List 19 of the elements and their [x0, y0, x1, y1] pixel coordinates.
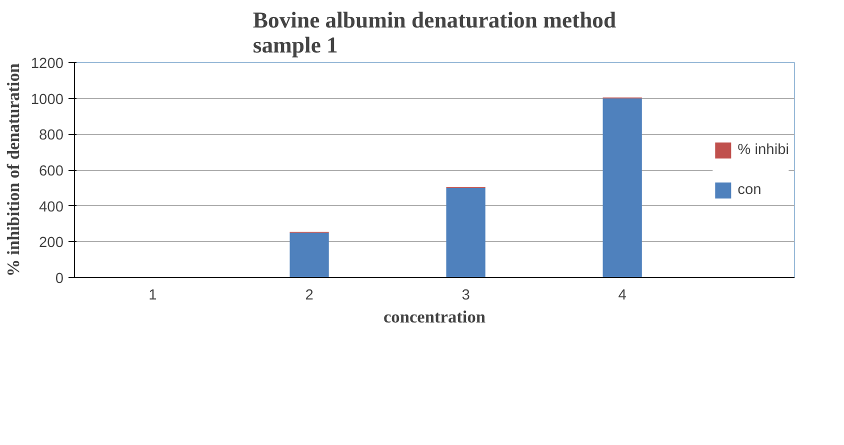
x-axis-title: concentration: [383, 308, 486, 326]
x-tick-label: 4: [618, 288, 626, 304]
y-axis-title: % inhibition of denaturation: [4, 63, 23, 277]
bar: [602, 98, 642, 278]
y-tick-label: 800: [39, 128, 64, 144]
bar: [446, 188, 486, 278]
x-tick-label: 3: [462, 288, 470, 304]
y-tick-label: 1200: [30, 56, 64, 72]
legend-label: con: [738, 182, 762, 198]
x-tick-label: 2: [305, 288, 314, 304]
y-tick-label: 200: [39, 235, 64, 252]
y-tick-label: 1000: [30, 92, 64, 108]
y-tick-label: 0: [55, 271, 64, 287]
x-tick-label: 1: [148, 288, 157, 304]
legend-label: % inhibi: [738, 142, 789, 158]
y-tick-label: 400: [39, 199, 64, 216]
y-tick-label: 600: [39, 164, 64, 180]
chart-title: Bovine albumin denaturation method sample 1: [252, 8, 616, 58]
bar: [290, 232, 329, 278]
